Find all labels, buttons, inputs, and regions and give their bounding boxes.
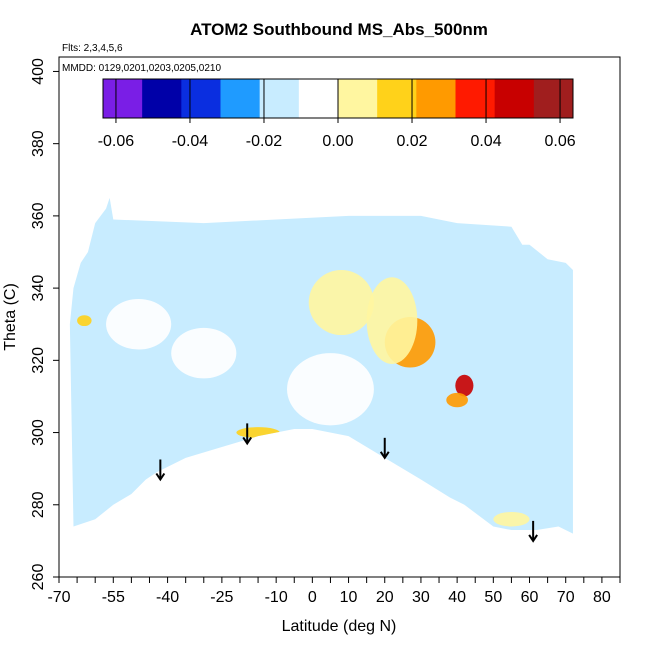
colorbar-tick-label-2: -0.02 [246, 133, 283, 150]
field-feature-6 [106, 298, 172, 350]
colorbar-swatch-1 [142, 79, 182, 118]
plot-frame [58, 56, 621, 578]
colorbar-tick-label-5: 0.04 [470, 133, 501, 150]
arrow-3 [528, 520, 538, 543]
heatmap-field [69, 197, 573, 534]
field-feature-2 [446, 392, 468, 408]
y-axis-label: Theta (C) [2, 283, 19, 351]
colorbar-tick-label-4: 0.02 [396, 133, 427, 150]
x-tick-label-2: -40 [156, 589, 179, 606]
x-tick-label-12: 70 [557, 589, 575, 606]
x-tick-label-7: 20 [376, 589, 394, 606]
x-axis: -70 -55 -40 -25 -10 0 10 20 30 40 50 60 70 80 [47, 577, 621, 606]
x-tick-label-8: 30 [412, 589, 430, 606]
y-tick-label-5: 360 [30, 202, 47, 229]
y-tick-label-6: 380 [30, 130, 47, 157]
x-axis-label: Latitude (deg N) [282, 618, 397, 635]
x-tick-label-13: 80 [593, 589, 611, 606]
x-tick-label-5: 0 [308, 589, 317, 606]
x-tick-label-1: -55 [102, 589, 125, 606]
field-feature-1 [455, 374, 474, 397]
arrow-0 [155, 459, 166, 482]
x-tick-label-11: 60 [521, 589, 539, 606]
colorbar-swatch-5 [298, 79, 339, 118]
colorbar-tick-label-0: -0.06 [98, 133, 135, 150]
arrow-1 [242, 423, 253, 446]
colorbar-swatch-2 [181, 79, 221, 118]
field-feature-8 [171, 327, 237, 379]
y-axis: 260 280 300 320 340 360 380 400 [30, 58, 59, 590]
field-feature-10 [475, 396, 512, 469]
colorbar-tick-label-6: 0.06 [544, 133, 575, 150]
y-tick-label-4: 340 [30, 275, 47, 302]
x-tick-label-6: 10 [340, 589, 358, 606]
colorbar-swatch-8 [416, 79, 456, 118]
chart-title: ATOM2 Southbound MS_Abs_500nm [190, 20, 488, 39]
colorbar-swatch-10 [494, 79, 535, 118]
colorbar-swatch-0 [103, 79, 143, 118]
arrow-2 [379, 437, 390, 460]
x-tick-label-4: -10 [265, 589, 288, 606]
x-tick-label-9: 40 [448, 589, 466, 606]
x-tick-label-0: -70 [47, 589, 70, 606]
field-feature-7 [287, 353, 374, 426]
dates-label: MMDD: 0129,0201,0203,0205,0210 [62, 63, 221, 74]
x-tick-label-10: 50 [484, 589, 502, 606]
field-feature-9 [77, 315, 92, 327]
colorbar-swatch-6 [338, 79, 378, 118]
field-feature-4 [236, 427, 280, 438]
y-tick-label-3: 320 [30, 347, 47, 374]
colorbar-swatch-3 [220, 79, 261, 118]
y-tick-label-2: 300 [30, 419, 47, 446]
y-tick-label-1: 280 [30, 491, 47, 518]
colorbar-tick-label-1: -0.04 [172, 133, 209, 150]
x-tick-label-3: -25 [210, 589, 233, 606]
field-feature-11 [522, 436, 552, 473]
field-feature-12 [493, 512, 530, 527]
field-feature-5 [366, 277, 418, 364]
y-tick-label-0: 260 [30, 564, 47, 591]
colorbar-swatch-9 [455, 79, 496, 118]
colorbar-swatch-11 [533, 79, 574, 118]
colorbar-tick-label-3: 0.00 [322, 133, 353, 150]
colorbar-swatch-4 [259, 79, 300, 118]
flights-label: Flts: 2,3,4,5,6 [62, 43, 123, 54]
field-feature-3 [308, 270, 374, 336]
colorbar-swatch-7 [377, 79, 417, 118]
y-tick-label-7: 400 [30, 58, 47, 85]
event-arrows [155, 423, 538, 543]
colorbar: -0.06 -0.04 -0.02 0.00 0.02 0.04 0.06 [98, 78, 576, 150]
